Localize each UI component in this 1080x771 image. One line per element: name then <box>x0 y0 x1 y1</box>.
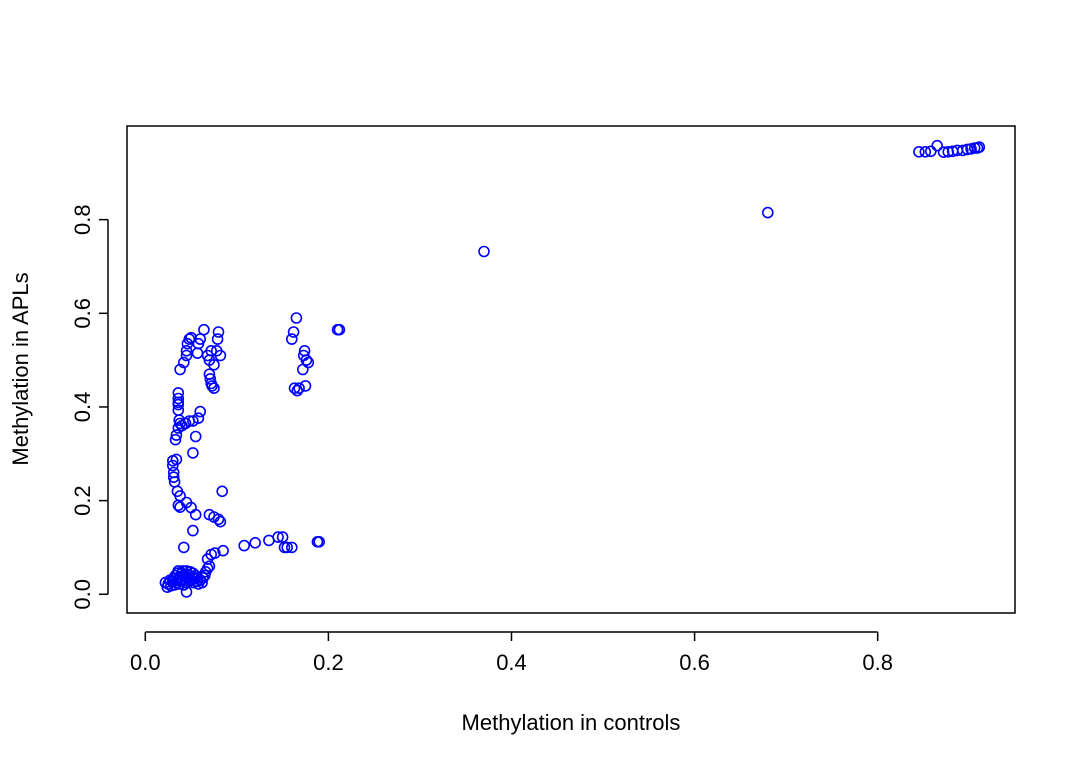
y-axis: 0.0 0.2 0.4 0.6 0.8 <box>70 204 109 610</box>
data-point <box>478 245 490 258</box>
data-point <box>216 485 228 498</box>
data-point <box>178 541 190 554</box>
data-point <box>203 560 216 573</box>
x-tick-label: 0.2 <box>313 650 344 675</box>
data-points <box>159 139 986 598</box>
data-point <box>211 333 224 345</box>
data-point <box>192 412 205 425</box>
data-point <box>296 363 309 376</box>
data-point <box>212 326 225 338</box>
data-point <box>178 356 190 369</box>
data-point <box>931 139 944 152</box>
data-point <box>285 333 298 345</box>
data-point <box>209 547 221 559</box>
y-tick-label: 0.2 <box>70 485 95 516</box>
y-tick-label: 0.4 <box>70 392 95 423</box>
data-point <box>214 349 227 362</box>
data-point <box>214 515 227 528</box>
data-point <box>180 349 193 362</box>
data-point <box>174 490 186 502</box>
data-point <box>180 586 193 598</box>
data-point <box>281 541 294 554</box>
data-point <box>191 347 204 359</box>
x-tick-label: 0.0 <box>130 650 161 675</box>
data-point <box>208 358 220 371</box>
data-point <box>293 382 305 395</box>
data-point <box>956 144 969 157</box>
data-point <box>299 380 312 392</box>
data-point <box>187 415 199 427</box>
data-point <box>272 531 284 543</box>
data-point <box>187 524 199 537</box>
data-point <box>300 354 313 366</box>
data-point <box>285 541 298 554</box>
data-point <box>198 323 210 336</box>
x-tick-label: 0.4 <box>496 650 527 675</box>
data-point <box>937 146 950 158</box>
data-point <box>212 513 225 526</box>
data-point <box>167 471 180 484</box>
x-axis-title: Methylation in controls <box>462 710 681 735</box>
data-point <box>217 544 229 557</box>
data-point <box>238 539 250 552</box>
plot-frame <box>126 125 1016 614</box>
y-axis-title: Methylation in APLs <box>8 272 33 465</box>
data-point <box>313 535 326 548</box>
data-point <box>333 323 346 336</box>
data-point <box>174 363 186 376</box>
data-point <box>187 447 199 459</box>
data-point <box>189 430 202 443</box>
data-point <box>183 333 196 345</box>
data-point <box>172 387 185 399</box>
data-point <box>288 382 301 395</box>
data-point <box>249 536 261 549</box>
x-axis: 0.0 0.2 0.4 0.6 0.8 <box>130 631 893 675</box>
data-point <box>287 326 300 338</box>
data-point <box>169 433 182 446</box>
data-point <box>761 206 774 219</box>
y-tick-label: 0.0 <box>70 579 95 610</box>
data-point <box>167 459 179 472</box>
data-point <box>302 356 315 369</box>
y-tick-label: 0.8 <box>70 204 95 235</box>
data-point <box>919 146 932 158</box>
data-point <box>290 312 303 324</box>
data-point <box>205 344 217 357</box>
data-point <box>196 576 208 589</box>
data-point <box>172 392 185 405</box>
data-point <box>206 380 218 392</box>
data-point <box>197 572 209 584</box>
x-tick-label: 0.6 <box>679 650 710 675</box>
data-point <box>194 405 206 418</box>
data-point <box>973 141 986 153</box>
data-point <box>208 382 220 395</box>
data-point <box>170 429 183 441</box>
data-point <box>170 453 183 466</box>
data-point <box>189 508 202 521</box>
x-tick-label: 0.8 <box>862 650 893 675</box>
data-point <box>913 146 925 158</box>
data-point <box>180 344 193 357</box>
data-point <box>172 404 185 417</box>
y-tick-label: 0.6 <box>70 298 95 329</box>
